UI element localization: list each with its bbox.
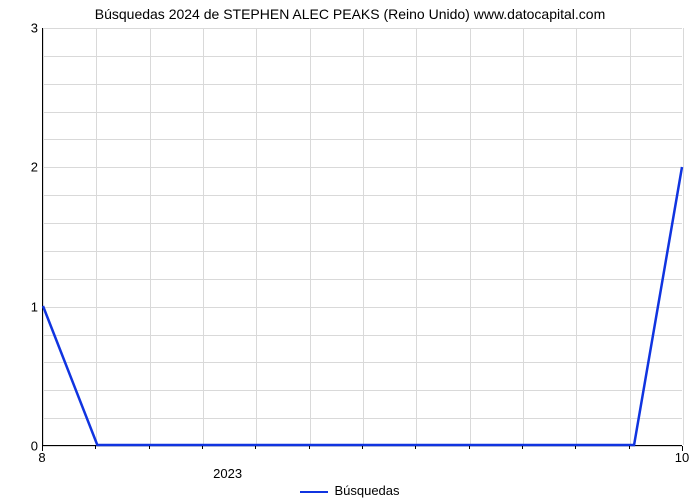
x-tick-mark — [415, 446, 416, 449]
x-major-label: 2023 — [213, 466, 242, 481]
y-tick-label: 2 — [31, 160, 38, 175]
y-tick-label: 3 — [31, 21, 38, 36]
chart-container: Búsquedas 2024 de STEPHEN ALEC PEAKS (Re… — [0, 0, 700, 500]
grid-line-v — [683, 28, 684, 445]
x-tick-mark — [202, 446, 203, 449]
x-tick-mark — [682, 446, 683, 451]
y-tick-label: 0 — [31, 439, 38, 454]
x-tick-mark — [362, 446, 363, 449]
plot-area — [42, 28, 682, 446]
x-tick-mark — [42, 446, 43, 451]
x-tick-mark — [95, 446, 96, 449]
x-tick-mark — [255, 446, 256, 449]
legend: Búsquedas — [0, 483, 700, 498]
legend-swatch — [300, 491, 328, 493]
series-polyline — [43, 167, 682, 445]
chart-title: Búsquedas 2024 de STEPHEN ALEC PEAKS (Re… — [0, 6, 700, 22]
y-tick-label: 1 — [31, 299, 38, 314]
x-tick-mark — [522, 446, 523, 449]
x-tick-label: 8 — [38, 450, 45, 465]
x-tick-mark — [469, 446, 470, 449]
x-tick-mark — [149, 446, 150, 449]
x-tick-mark — [629, 446, 630, 449]
x-tick-label: 10 — [675, 450, 689, 465]
legend-label: Búsquedas — [334, 483, 399, 498]
data-line — [43, 28, 682, 445]
x-tick-mark — [575, 446, 576, 449]
x-tick-mark — [309, 446, 310, 449]
